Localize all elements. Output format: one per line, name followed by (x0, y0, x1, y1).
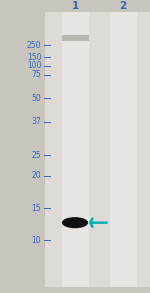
Text: 37: 37 (32, 117, 41, 126)
Text: 1: 1 (71, 1, 79, 11)
Text: 25: 25 (32, 151, 41, 160)
Ellipse shape (62, 217, 88, 228)
Text: 250: 250 (27, 41, 41, 50)
Text: 150: 150 (27, 53, 41, 62)
Text: 20: 20 (32, 171, 41, 180)
Bar (61, 35, 88, 41)
Bar (45, 12, 150, 287)
Bar (61, 12, 88, 287)
Text: 10: 10 (32, 236, 41, 245)
Text: 15: 15 (32, 204, 41, 212)
Bar (110, 12, 136, 287)
Text: 75: 75 (32, 70, 41, 79)
Text: 2: 2 (119, 1, 127, 11)
Text: 50: 50 (32, 94, 41, 103)
Text: 100: 100 (27, 62, 41, 70)
